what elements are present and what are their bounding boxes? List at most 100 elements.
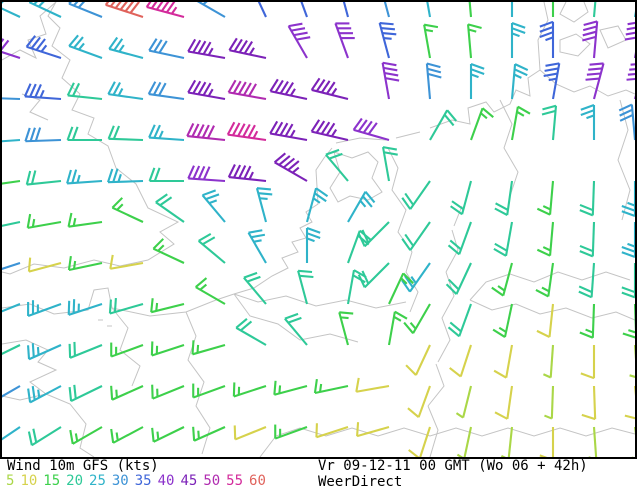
wind-barb xyxy=(621,222,635,258)
wind-barb xyxy=(315,423,349,439)
wind-barb xyxy=(284,312,308,346)
valid-time-label: Vr 09-12-11 00 GMT (Wo 06 + 42h) xyxy=(318,458,588,474)
coastline xyxy=(233,293,359,343)
wind-barb xyxy=(592,2,597,18)
wind-barb xyxy=(455,385,473,419)
legend-speed-30: 30 xyxy=(111,473,129,489)
wind-barb xyxy=(456,426,473,457)
wind-barb xyxy=(629,345,635,378)
wind-barb xyxy=(197,232,226,264)
product-title: Wind 10m GFS (kts) xyxy=(7,458,159,474)
wind-barb xyxy=(67,212,103,228)
wind-barb xyxy=(624,386,635,420)
wind-barb xyxy=(310,119,349,142)
wind-barb xyxy=(543,62,561,100)
wind-barb xyxy=(579,221,596,258)
wind-barb xyxy=(405,344,431,376)
coastline xyxy=(259,427,635,457)
coastline xyxy=(233,293,407,309)
legend-speed-35: 35 xyxy=(134,473,152,489)
wind-barb xyxy=(187,38,226,60)
wind-barb xyxy=(342,2,350,18)
legend-speed-scale: 5 10 15 20 25 30 35 40 45 50 55 60 xyxy=(6,474,272,489)
wind-barb xyxy=(108,36,144,60)
wind-barb xyxy=(66,169,103,185)
wind-barb xyxy=(407,385,431,419)
wind-barb xyxy=(493,221,514,257)
coastline xyxy=(427,205,463,457)
coastline xyxy=(2,2,57,61)
wind-barb xyxy=(492,303,514,338)
wind-barb xyxy=(401,180,431,210)
wind-barb xyxy=(273,380,308,396)
wind-barb xyxy=(355,377,390,393)
wind-barb xyxy=(27,385,62,404)
wind-barb xyxy=(187,165,226,183)
wind-barb xyxy=(347,229,372,264)
wind-barb xyxy=(388,272,414,305)
wind-barb xyxy=(145,2,185,19)
wind-barb xyxy=(449,344,472,378)
legend-speed-60: 60 xyxy=(249,473,266,489)
wind-barb xyxy=(110,385,144,401)
wind-barb xyxy=(334,22,355,59)
wind-barb xyxy=(257,2,267,18)
wind-barb xyxy=(305,187,329,223)
wind-barb xyxy=(150,341,185,357)
wind-barb xyxy=(494,385,514,420)
wind-barb xyxy=(383,2,391,18)
wind-barb xyxy=(618,103,635,141)
wind-barb xyxy=(235,317,267,346)
wind-barb xyxy=(255,187,273,223)
wind-barb xyxy=(510,2,514,17)
wind-barb xyxy=(536,221,555,257)
wind-barb xyxy=(2,97,21,101)
wind-barb xyxy=(107,168,144,184)
wind-barb xyxy=(310,77,349,101)
wind-barb xyxy=(23,83,62,101)
wind-barb xyxy=(429,109,458,141)
wind-barb xyxy=(107,81,144,101)
wind-barb xyxy=(186,122,226,142)
wind-barb xyxy=(25,170,62,186)
wind-barb xyxy=(580,104,596,140)
wind-barb xyxy=(510,22,526,58)
wind-barb xyxy=(425,62,442,100)
wind-barb xyxy=(2,38,21,59)
wind-barb xyxy=(581,385,597,421)
wind-barb xyxy=(107,125,144,142)
map-frame xyxy=(0,0,637,459)
wind-barb xyxy=(27,343,62,361)
wind-barb xyxy=(426,2,432,18)
wind-barb xyxy=(108,298,144,315)
wind-barb xyxy=(347,191,376,223)
wind-barb xyxy=(470,107,494,141)
wind-barb xyxy=(68,2,103,18)
wind-barb xyxy=(447,221,472,256)
wind-barb xyxy=(27,426,62,447)
wind-barb xyxy=(536,180,555,216)
wind-barb xyxy=(297,269,314,305)
wind-barb xyxy=(352,117,390,142)
wind-barb xyxy=(195,277,226,305)
wind-barb xyxy=(228,37,267,60)
legend-speed-25: 25 xyxy=(89,473,106,489)
wind-barb xyxy=(588,426,598,457)
wind-barb xyxy=(541,104,558,141)
wind-barb xyxy=(325,148,349,182)
wind-barb xyxy=(313,379,349,395)
coastline xyxy=(2,287,235,317)
wind-barb xyxy=(191,340,226,356)
wind-barb xyxy=(66,82,103,101)
wind-barb xyxy=(2,138,21,143)
wind-barb xyxy=(67,256,103,272)
wind-barb xyxy=(401,221,431,251)
wind-barb xyxy=(247,229,267,264)
legend-speed-40: 40 xyxy=(157,473,175,489)
wind-barb xyxy=(2,385,21,398)
wind-barb xyxy=(445,262,472,295)
map-footer: Wind 10m GFS (kts) 5 10 15 20 25 30 35 40 45 50 55… xyxy=(0,459,637,491)
wind-barb xyxy=(192,383,226,399)
wind-barb xyxy=(580,345,596,380)
wind-barb xyxy=(2,2,21,18)
